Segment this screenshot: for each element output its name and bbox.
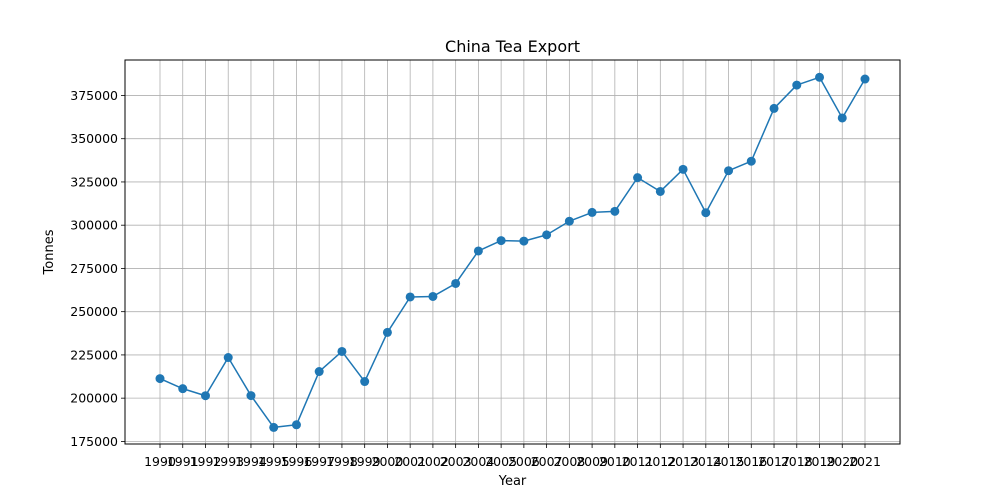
data-point (246, 391, 256, 401)
data-point (382, 327, 392, 337)
data-point (587, 207, 597, 217)
data-point (519, 236, 529, 246)
y-tick-label: 300000 (70, 218, 118, 233)
x-tick-label: 2017 (758, 454, 790, 469)
y-axis: 175000 200000 225000 250000 275000 300000 3250… (70, 88, 125, 449)
y-tick-label: 175000 (70, 434, 118, 449)
data-point (724, 166, 734, 176)
data-point (564, 216, 574, 226)
data-point (473, 246, 483, 256)
x-tick-label: 1991 (167, 454, 199, 469)
x-tick-label: 2003 (440, 454, 472, 469)
data-point (337, 346, 347, 356)
data-point (428, 291, 438, 301)
x-tick-label: 1998 (326, 454, 358, 469)
plot-area-frame (124, 59, 901, 445)
chart-title: China Tea Export (445, 37, 580, 56)
y-tick-label: 375000 (70, 88, 118, 103)
y-tick-label: 350000 (70, 131, 118, 146)
data-point (633, 173, 643, 183)
x-tick-label: 1990 (144, 454, 176, 469)
data-point (792, 80, 802, 90)
data-point (291, 420, 301, 430)
x-tick-label: 2002 (417, 454, 449, 469)
x-tick-label: 2005 (485, 454, 517, 469)
data-point (314, 367, 324, 377)
data-point (496, 236, 506, 246)
y-tick-label: 200000 (70, 391, 118, 406)
data-point (269, 422, 279, 432)
x-tick-label: 2019 (804, 454, 836, 469)
x-tick-label: 2004 (462, 454, 494, 469)
x-tick-label: 2011 (622, 454, 654, 469)
y-tick-label: 250000 (70, 304, 118, 319)
y-axis-label: Tonnes (42, 229, 57, 275)
data-point (678, 164, 688, 174)
y-tick-label: 275000 (70, 261, 118, 276)
x-tick-label: 2018 (781, 454, 813, 469)
x-tick-label: 1992 (190, 454, 222, 469)
data-point (223, 353, 233, 363)
x-tick-label: 2020 (826, 454, 858, 469)
data-point (815, 72, 825, 82)
x-tick-label: 2009 (576, 454, 608, 469)
x-tick-label: 2008 (553, 454, 585, 469)
x-tick-label: 1993 (212, 454, 244, 469)
x-tick-label: 1995 (258, 454, 290, 469)
data-point (360, 377, 370, 387)
x-tick-label: 2007 (531, 454, 563, 469)
data-point (610, 206, 620, 216)
data-point (769, 103, 779, 113)
data-point (200, 391, 210, 401)
data-point (405, 292, 415, 302)
x-tick-label: 1999 (349, 454, 381, 469)
x-tick-label: 2021 (849, 454, 881, 469)
y-tick-label: 325000 (70, 174, 118, 189)
x-tick-label: 2013 (667, 454, 699, 469)
x-tick-label: 2006 (508, 454, 540, 469)
x-tick-label: 1994 (235, 454, 267, 469)
x-axis: 1990199119921993199419951996199719981999… (144, 444, 881, 469)
data-point-layer (155, 72, 870, 432)
x-axis-label: Year (498, 474, 527, 489)
data-point (542, 230, 552, 240)
x-tick-label: 2014 (690, 454, 722, 469)
data-point (837, 113, 847, 123)
x-tick-label: 2010 (599, 454, 631, 469)
x-tick-label: 2015 (713, 454, 745, 469)
data-point (746, 156, 756, 166)
x-tick-label: 2016 (735, 454, 767, 469)
x-tick-label: 2012 (644, 454, 676, 469)
data-point (860, 74, 870, 84)
data-point (701, 208, 711, 218)
y-tick-label: 225000 (70, 347, 118, 362)
data-point (655, 186, 665, 196)
x-tick-label: 2000 (372, 454, 404, 469)
x-tick-label: 1996 (281, 454, 313, 469)
data-point (451, 278, 461, 288)
grid (125, 60, 900, 444)
data-point (178, 384, 188, 394)
x-tick-label: 2001 (394, 454, 426, 469)
x-tick-label: 1997 (303, 454, 335, 469)
data-point (155, 374, 165, 384)
